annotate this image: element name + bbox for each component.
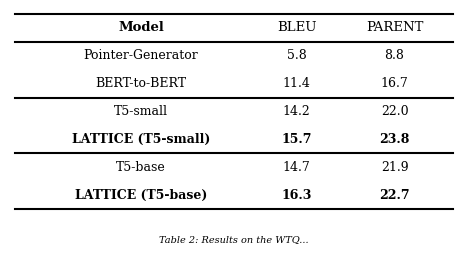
Text: LATTICE (T5-small): LATTICE (T5-small) — [72, 133, 210, 146]
Text: LATTICE (T5-base): LATTICE (T5-base) — [75, 189, 207, 202]
Text: Model: Model — [118, 22, 164, 35]
Text: 21.9: 21.9 — [380, 161, 408, 174]
Text: 23.8: 23.8 — [380, 133, 410, 146]
Text: 22.7: 22.7 — [379, 189, 410, 202]
Text: T5-small: T5-small — [114, 105, 168, 118]
Text: 16.7: 16.7 — [380, 77, 409, 90]
Text: 5.8: 5.8 — [287, 49, 307, 62]
Text: 16.3: 16.3 — [282, 189, 312, 202]
Text: 8.8: 8.8 — [385, 49, 404, 62]
Text: BERT-to-BERT: BERT-to-BERT — [95, 77, 187, 90]
Text: Table 2: Results on the WTQ...: Table 2: Results on the WTQ... — [159, 235, 309, 244]
Text: 11.4: 11.4 — [283, 77, 311, 90]
Text: T5-base: T5-base — [116, 161, 166, 174]
Text: 15.7: 15.7 — [282, 133, 312, 146]
Text: BLEU: BLEU — [277, 22, 316, 35]
Text: 22.0: 22.0 — [380, 105, 408, 118]
Text: PARENT: PARENT — [366, 22, 423, 35]
Text: Pointer-Generator: Pointer-Generator — [84, 49, 198, 62]
Text: 14.7: 14.7 — [283, 161, 311, 174]
Text: 14.2: 14.2 — [283, 105, 311, 118]
